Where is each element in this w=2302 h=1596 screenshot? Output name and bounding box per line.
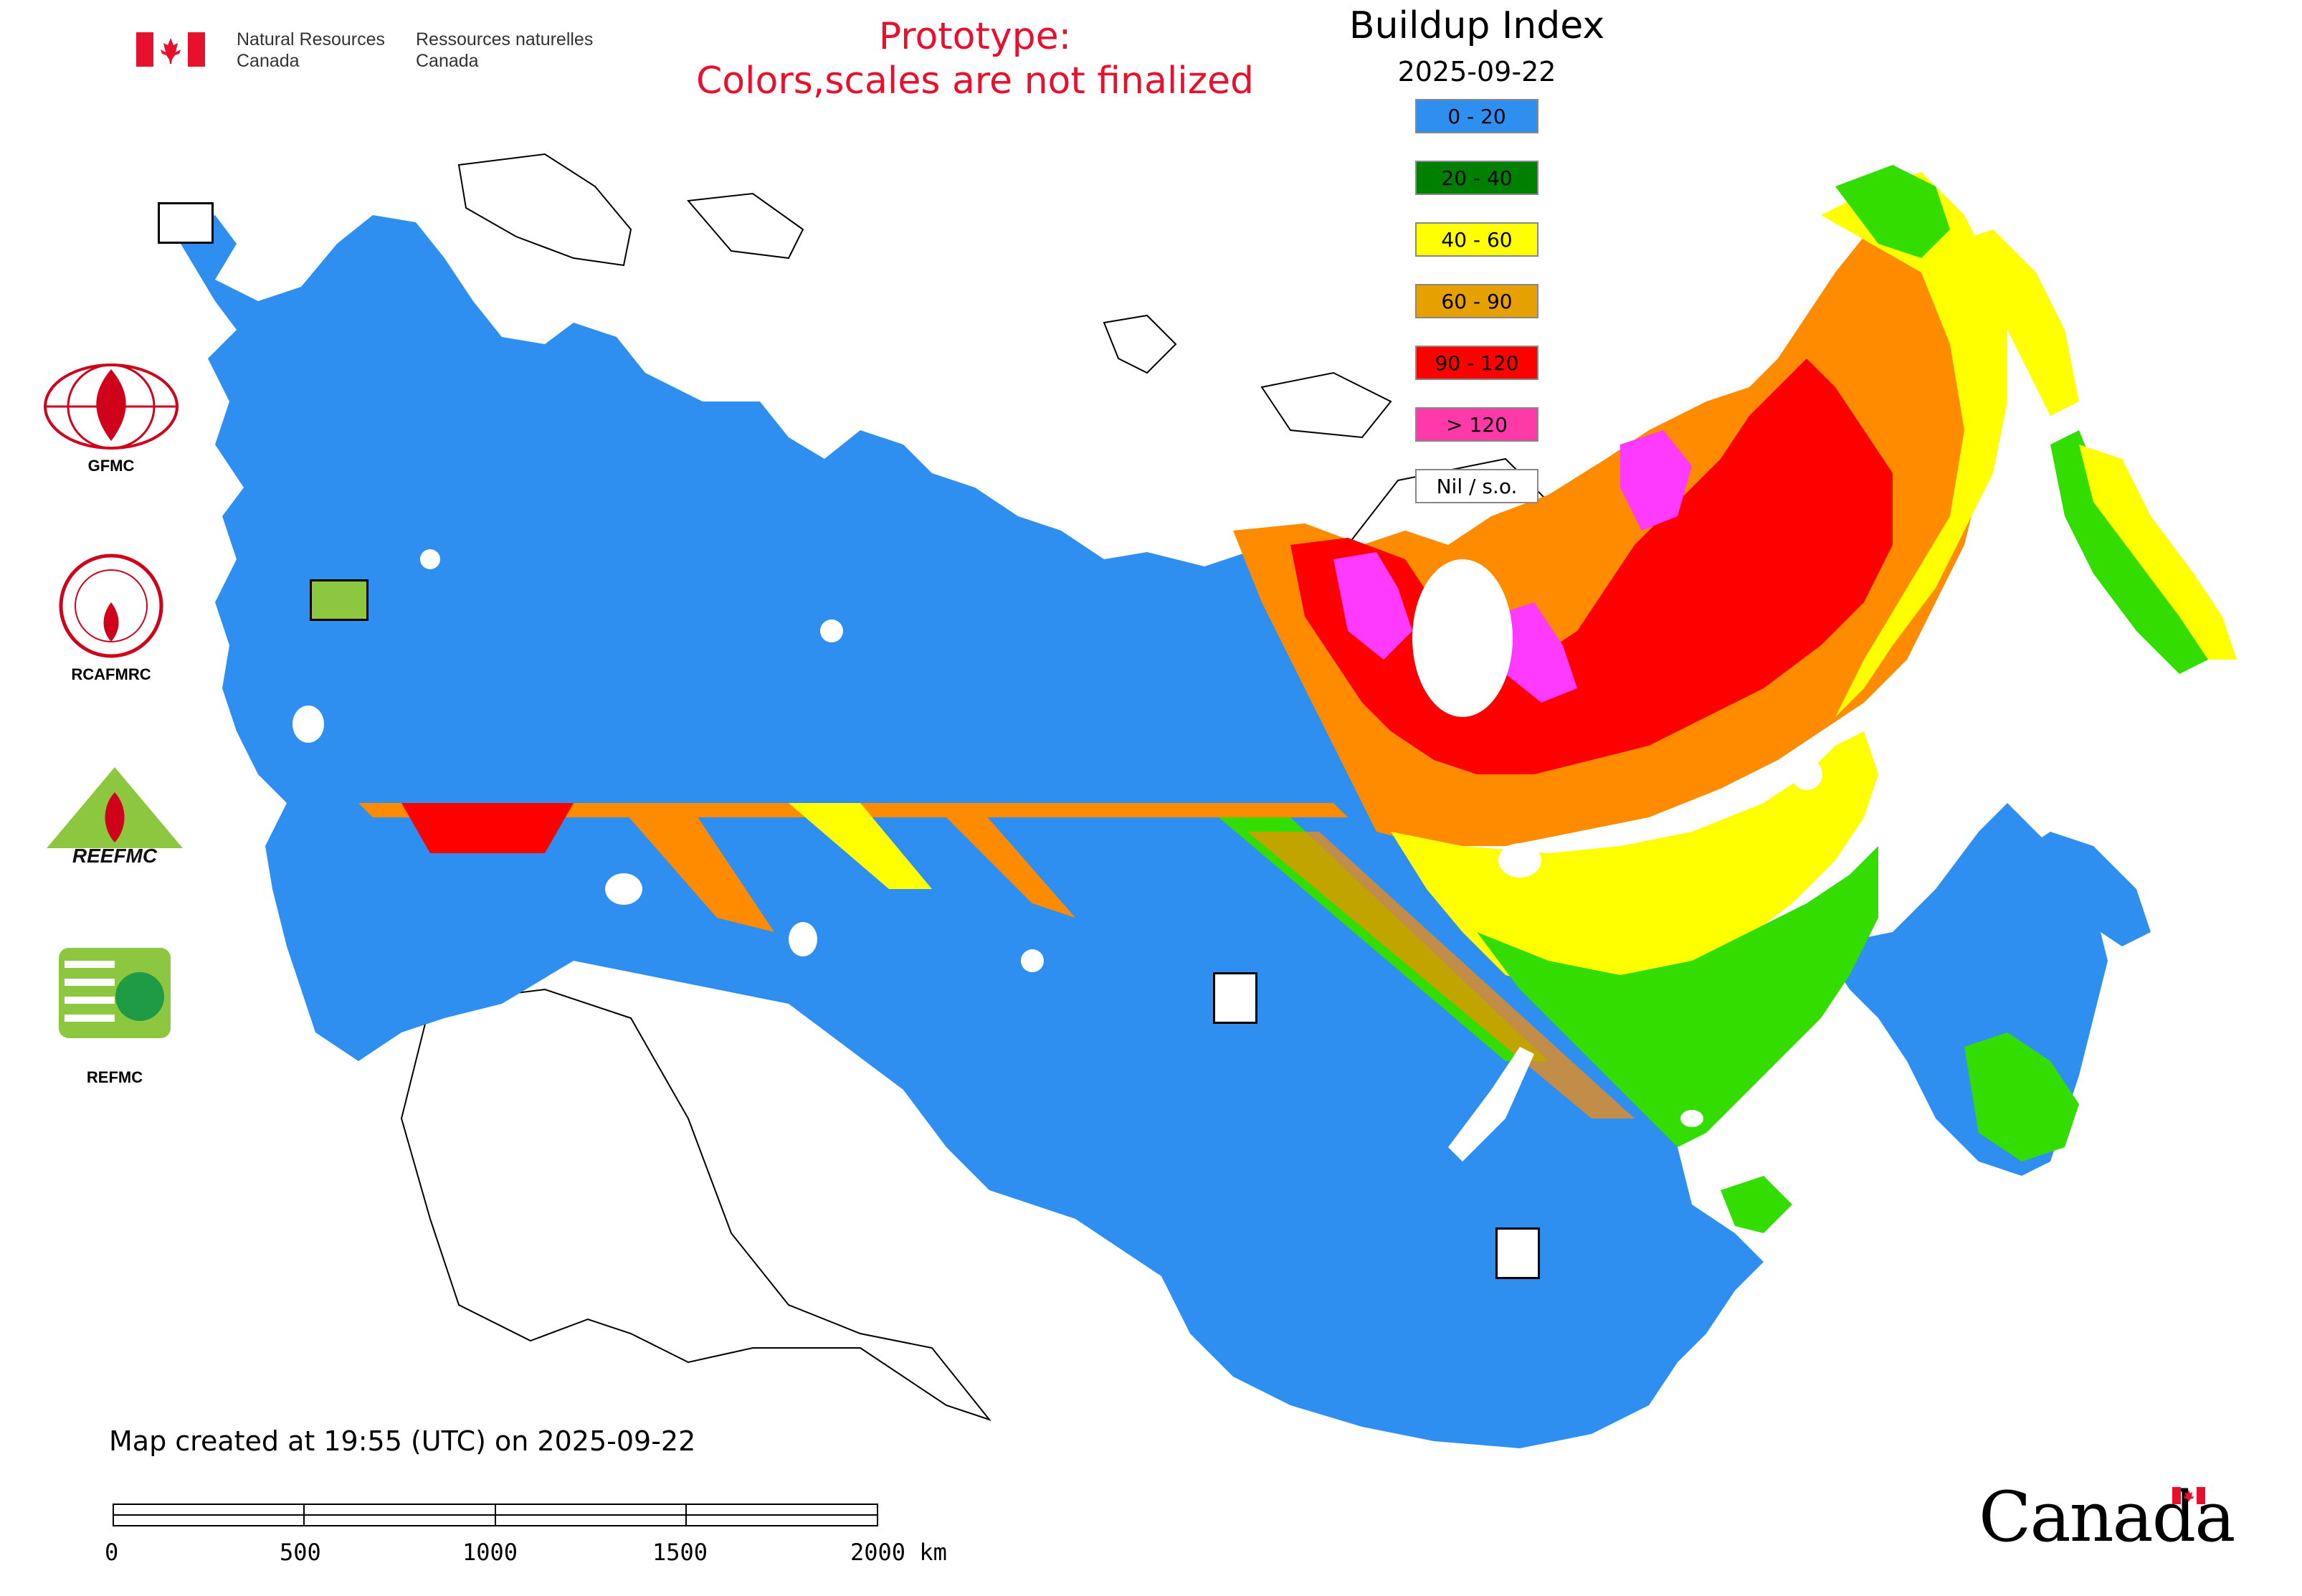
- legend-class-6: Nil / s.o.: [1415, 469, 1538, 503]
- legend-class-0: 0 - 20: [1415, 99, 1538, 133]
- refmc-label: REFMC: [86, 1068, 143, 1086]
- nrcan-signature: Natural Resources Canada Ressources natu…: [136, 29, 595, 72]
- agency-en-line1: Natural Resources: [237, 29, 386, 49]
- prototype-notice: Prototype: Colors,scales are not finaliz…: [660, 14, 1290, 103]
- gfmc-logo: GFMC: [39, 362, 183, 477]
- legend-class-4: 90 - 120: [1415, 346, 1538, 380]
- canada-flag-icon: [136, 32, 205, 67]
- legend-class-5: > 120: [1415, 407, 1538, 442]
- refmc-sigma-icon: [59, 948, 171, 1038]
- map-created-note: Map created at 19:55 (UTC) on 2025-09-22: [109, 1425, 696, 1457]
- marker-reefmc-icon: [310, 579, 368, 621]
- canada-wordmark: Canada: [1979, 1477, 2235, 1563]
- map-region-far-east: [1821, 165, 2237, 717]
- reefmc-logo: REEFMC: [36, 764, 194, 878]
- scale-tick-1500: 1500: [652, 1539, 708, 1566]
- prototype-line2: Colors,scales are not finalized: [695, 60, 1255, 103]
- canada-wordmark-text: Canada: [1979, 1477, 2235, 1557]
- legend-class-2: 40 - 60: [1415, 222, 1538, 257]
- legend-date: 2025-09-22: [1397, 56, 1556, 87]
- rcafmrc-label: RCAFMRC: [71, 665, 151, 683]
- legend: Buildup Index 2025-09-22 0 - 20 20 - 40 …: [1290, 4, 1663, 521]
- scale-tick-500: 500: [280, 1539, 321, 1566]
- map-stripe-artefact: [358, 803, 1635, 1118]
- marker-rcafmrc-icon: [1495, 1227, 1540, 1279]
- legend-title: Buildup Index: [1349, 4, 1605, 47]
- agency-en-line2: Canada: [237, 51, 300, 71]
- scale-tick-1000: 1000: [462, 1539, 518, 1566]
- marker-gfmc-icon: [158, 202, 214, 244]
- gfmc-flame-icon: [44, 364, 179, 450]
- gfmc-label: GFMC: [87, 457, 135, 475]
- scale-bar: [113, 1504, 878, 1526]
- map-region-low: [172, 215, 2151, 1448]
- map-nil-areas: [292, 549, 1822, 1162]
- agency-fr-line2: Canada: [416, 51, 479, 71]
- legend-class-1: 20 - 40: [1415, 161, 1538, 195]
- reefmc-triangle-icon: [39, 767, 190, 867]
- legend-class-3: 60 - 90: [1415, 284, 1538, 318]
- wordmark-flag-icon: [2172, 1487, 2205, 1504]
- map-region-transition: [1391, 731, 2079, 1233]
- rcafmrc-logo: RCAFMRC: [57, 552, 165, 688]
- maple-leaf-icon: [136, 32, 205, 67]
- map-region-extreme: [1333, 430, 1692, 703]
- prototype-line1: Prototype:: [878, 15, 1072, 58]
- refmc-logo: REFMC: [57, 946, 172, 1090]
- rcafmrc-seal-icon: [59, 554, 163, 658]
- agency-fr-line1: Ressources naturelles: [416, 29, 594, 49]
- reefmc-label: REEFMC: [72, 845, 158, 867]
- scale-tick-0: 0: [105, 1539, 119, 1566]
- scale-tick-2000: 2000 km: [850, 1539, 947, 1566]
- marker-refmc-icon: [1213, 972, 1257, 1024]
